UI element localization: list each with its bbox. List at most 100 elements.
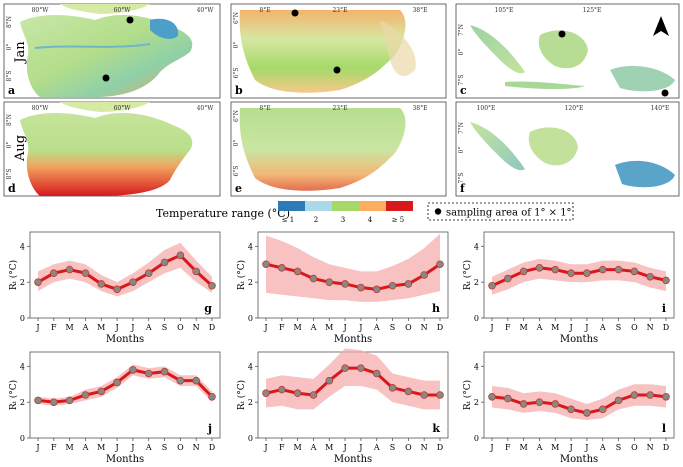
x-tick-label: D [663,323,669,332]
data-point [325,376,334,385]
x-tick-label: M [294,443,302,452]
x-tick-label: O [177,323,184,332]
data-point [176,251,185,260]
water-river [34,43,151,49]
panel-letter: j [207,422,212,435]
data-point [551,265,560,274]
x-tick-label: A [82,323,89,332]
panel-letter: c [460,84,467,97]
map-panel-d: 80°W 60°W 40°W 8°N 0° 8°S Aug d [3,101,221,197]
x-tick-label: A [373,323,380,332]
x-axis-label: Months [334,454,372,465]
land-sumatra [470,25,525,74]
x-tick-label: N [421,323,428,332]
x-axis-label: Months [560,334,598,345]
x-tick-label: M [294,323,302,332]
data-point [551,400,560,408]
x-tick-label: M [325,443,333,452]
y-tick-label: 4 [474,242,479,251]
x-tick-label: O [631,443,638,452]
left-tick: 6°N [233,12,240,24]
left-tick: 6°S [233,68,240,79]
map-panel-e: 8°E 23°E 38°E 6°N 0° 6°S e [230,101,447,197]
data-point [293,267,302,276]
data-point [208,392,216,401]
top-tick: 80°W [32,7,50,14]
data-point [97,387,106,396]
land-borneo [538,30,588,69]
data-point [535,264,544,272]
x-tick-label: M [66,323,74,332]
x-tick-label: N [193,323,200,332]
range-band [492,384,666,421]
y-tick-label: 0 [248,314,253,323]
data-point [488,392,496,401]
data-point [357,364,365,372]
data-point [129,366,137,374]
x-tick-label: F [51,323,57,332]
land-new-guinea [615,160,675,188]
top-tick: 38°E [412,7,427,14]
top-tick: 23°E [332,7,347,14]
x-tick-label: D [437,443,443,452]
legend-tick: 2 [314,216,318,224]
land-borneo [528,127,578,166]
data-point [160,258,169,267]
x-tick-label: A [145,443,152,452]
data-point [293,389,302,398]
data-point [278,385,286,394]
top-tick: 120°E [565,105,584,112]
sampling-legend-box [427,202,574,221]
data-point [598,405,607,414]
y-tick-label: 4 [248,362,253,371]
x-tick-label: A [145,323,152,332]
range-band [38,242,212,297]
left-tick: 0° [458,147,465,154]
data-point [614,265,623,274]
data-point [113,285,121,294]
y-tick-label: 4 [20,242,25,251]
x-tick-label: J [35,443,39,452]
panel-letter: h [432,302,440,315]
map-panel-b: 8°E 23°E 38°E 6°N 0° 6°S b [230,3,447,99]
y-tick-label: 0 [248,434,253,443]
data-point [129,278,137,286]
data-point [388,281,397,290]
data-point [583,269,591,278]
x-tick-label: A [310,443,317,452]
x-tick-label: N [647,443,654,452]
left-tick: 8°S [6,169,13,180]
x-tick-label: M [520,443,528,452]
x-tick-label: D [209,323,215,332]
panel-letter: k [432,422,440,435]
panel-letter: l [662,422,666,435]
x-tick-label: D [437,323,443,332]
legend-swatch [278,201,305,211]
top-tick: 40°W [197,105,215,112]
land-east [380,20,416,76]
top-tick: 40°W [197,7,215,14]
data-point [404,280,413,288]
y-axis-label: Rₜ (°C) [462,380,473,410]
x-tick-label: S [616,323,621,332]
y-axis-label: Rₜ (°C) [236,380,247,410]
data-point [341,364,349,372]
y-tick-label: 0 [20,314,25,323]
data-point [192,267,200,276]
land-north-coast [60,102,150,112]
y-axis-label: Rₜ (°C) [236,260,247,290]
x-tick-label: F [279,443,285,452]
x-tick-label: J [114,443,118,452]
top-tick: 100°E [477,105,496,112]
legend-tick: ≤ 1 [282,216,295,224]
y-tick-label: 2 [474,398,479,407]
data-point [662,392,670,401]
x-axis-label: Months [560,454,598,465]
data-point [262,389,270,398]
land-africa [239,108,406,191]
top-tick: 8°E [259,7,270,14]
data-point [504,394,512,403]
